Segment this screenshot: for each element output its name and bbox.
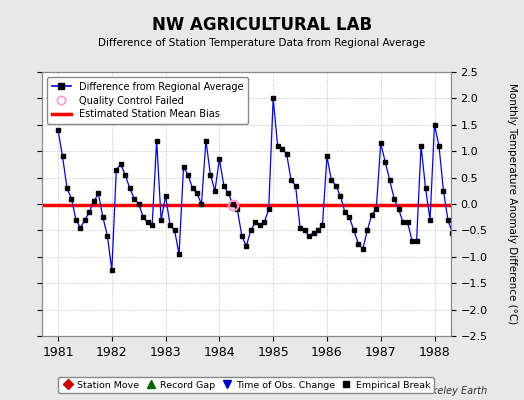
Text: NW AGRICULTURAL LAB: NW AGRICULTURAL LAB: [152, 16, 372, 34]
Text: Difference of Station Temperature Data from Regional Average: Difference of Station Temperature Data f…: [99, 38, 425, 48]
Legend: Station Move, Record Gap, Time of Obs. Change, Empirical Break: Station Move, Record Gap, Time of Obs. C…: [58, 377, 434, 393]
Legend: Difference from Regional Average, Quality Control Failed, Estimated Station Mean: Difference from Regional Average, Qualit…: [47, 77, 248, 124]
Text: Berkeley Earth: Berkeley Earth: [415, 386, 487, 396]
Y-axis label: Monthly Temperature Anomaly Difference (°C): Monthly Temperature Anomaly Difference (…: [507, 83, 517, 325]
